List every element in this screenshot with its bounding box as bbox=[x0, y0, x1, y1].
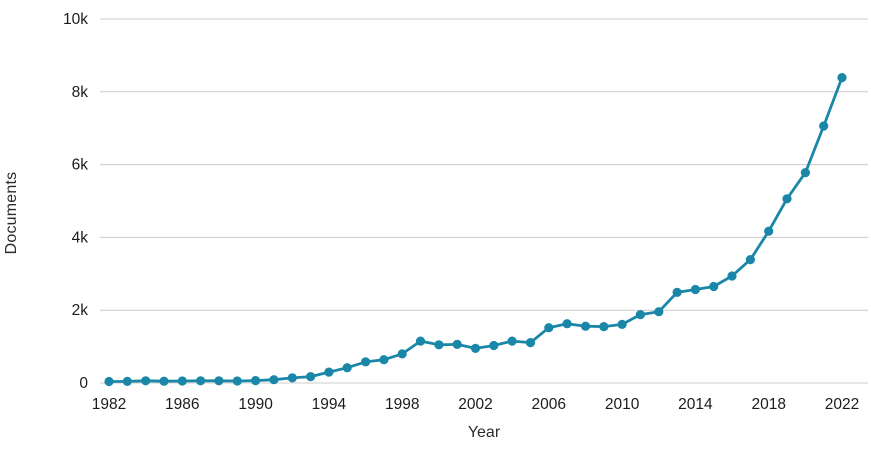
data-point[interactable] bbox=[287, 373, 297, 383]
data-point[interactable] bbox=[306, 372, 316, 382]
x-tick-label: 1990 bbox=[238, 396, 273, 413]
data-point[interactable] bbox=[214, 376, 224, 386]
data-point[interactable] bbox=[434, 340, 444, 350]
data-point[interactable] bbox=[690, 284, 701, 295]
x-tick-label: 1994 bbox=[312, 396, 347, 413]
data-point[interactable] bbox=[782, 194, 792, 204]
data-point[interactable] bbox=[562, 319, 572, 329]
data-point[interactable] bbox=[141, 376, 151, 386]
y-tick-label: 8k bbox=[72, 84, 89, 101]
data-point[interactable] bbox=[525, 338, 536, 348]
data-point[interactable] bbox=[196, 376, 206, 386]
data-point[interactable] bbox=[470, 343, 481, 353]
data-point[interactable] bbox=[452, 339, 462, 349]
data-point[interactable] bbox=[361, 357, 371, 367]
y-tick-label: 2k bbox=[72, 302, 89, 319]
data-point[interactable] bbox=[745, 255, 756, 265]
x-axis-title: Year bbox=[467, 424, 501, 441]
data-point[interactable] bbox=[122, 376, 132, 386]
data-point[interactable] bbox=[342, 363, 352, 373]
data-point[interactable] bbox=[379, 355, 389, 365]
data-point[interactable] bbox=[635, 310, 646, 320]
y-tick-label: 4k bbox=[72, 229, 89, 246]
y-tick-label: 0 bbox=[79, 375, 88, 392]
data-point[interactable] bbox=[727, 271, 737, 281]
data-point[interactable] bbox=[654, 307, 664, 317]
x-tick-label: 2010 bbox=[605, 396, 640, 413]
data-point[interactable] bbox=[819, 121, 829, 131]
data-point[interactable] bbox=[324, 367, 334, 377]
data-point[interactable] bbox=[837, 73, 847, 83]
data-point[interactable] bbox=[104, 376, 114, 387]
data-point[interactable] bbox=[507, 336, 517, 346]
data-point[interactable] bbox=[232, 376, 242, 386]
y-axis-title: Documents bbox=[3, 171, 20, 255]
data-point[interactable] bbox=[544, 323, 554, 333]
data-point[interactable] bbox=[415, 336, 426, 346]
data-point[interactable] bbox=[599, 322, 609, 332]
data-point[interactable] bbox=[177, 376, 187, 386]
y-tick-label: 10k bbox=[63, 11, 88, 28]
x-tick-label: 2018 bbox=[751, 396, 785, 413]
data-point[interactable] bbox=[397, 349, 407, 359]
data-point[interactable] bbox=[489, 340, 499, 351]
x-tick-label: 1986 bbox=[165, 396, 199, 413]
x-tick-label: 2006 bbox=[532, 396, 566, 413]
x-tick-label: 2002 bbox=[458, 396, 492, 413]
data-point[interactable] bbox=[251, 376, 261, 386]
data-point[interactable] bbox=[764, 226, 774, 236]
y-tick-label: 6k bbox=[72, 157, 89, 174]
data-point[interactable] bbox=[800, 168, 811, 178]
data-point[interactable] bbox=[672, 287, 682, 297]
x-tick-label: 2022 bbox=[825, 396, 859, 413]
data-point[interactable] bbox=[617, 319, 627, 329]
data-line bbox=[107, 76, 844, 383]
data-point[interactable] bbox=[269, 375, 279, 385]
data-point[interactable] bbox=[580, 321, 591, 331]
x-tick-label: 2014 bbox=[678, 396, 713, 413]
x-tick-label: 1998 bbox=[385, 396, 419, 413]
data-point[interactable] bbox=[709, 281, 719, 292]
data-point[interactable] bbox=[159, 376, 169, 386]
x-tick-label: 1982 bbox=[92, 396, 126, 413]
